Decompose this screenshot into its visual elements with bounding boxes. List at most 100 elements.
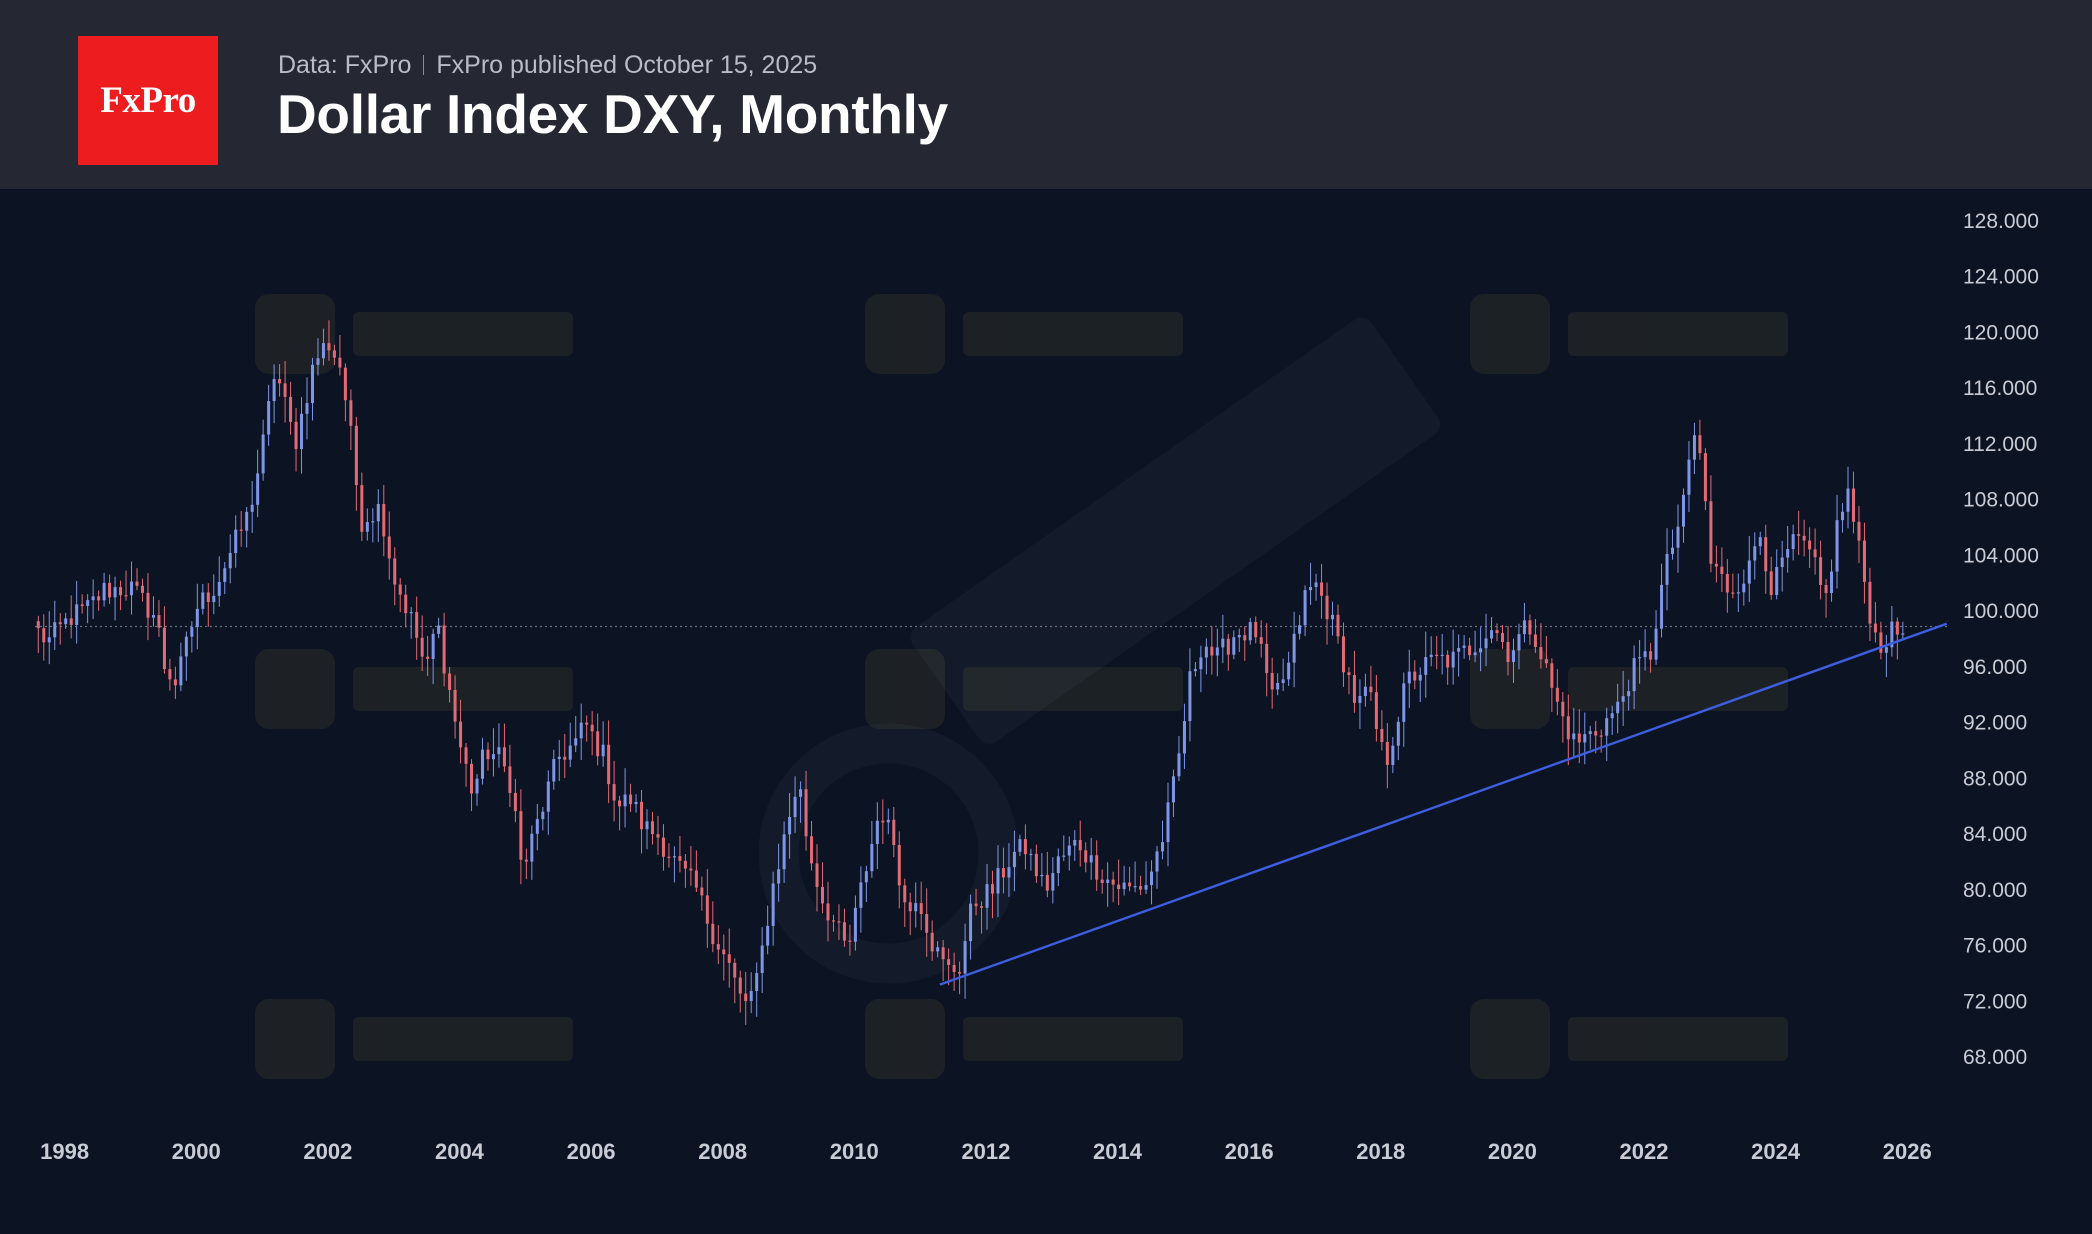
x-tick-label: 2000 [172, 1139, 221, 1164]
candle [190, 621, 194, 653]
candle [1753, 532, 1757, 580]
watermark-mark [255, 294, 573, 374]
candle [1895, 617, 1899, 660]
candle [1144, 861, 1148, 895]
candle [464, 743, 468, 787]
candle [1133, 861, 1137, 893]
candle [733, 958, 737, 1004]
candle [1418, 667, 1422, 702]
candle [1671, 529, 1675, 560]
candle [272, 364, 276, 424]
candle [1555, 669, 1559, 716]
candle [749, 972, 753, 1014]
candle [168, 658, 172, 691]
candle [426, 635, 430, 677]
candle [820, 862, 825, 914]
candle [1281, 658, 1285, 692]
candle [980, 901, 984, 934]
candle [738, 970, 742, 1013]
y-tick-label: 128.000 [1963, 210, 2039, 233]
candle [113, 576, 117, 621]
candle [1089, 837, 1093, 880]
candle [1380, 710, 1384, 751]
y-tick-label: 72.000 [1963, 990, 2027, 1013]
candle [1122, 865, 1126, 896]
candle [437, 617, 441, 639]
candle [1270, 657, 1274, 709]
candle [1303, 585, 1307, 637]
candle [574, 716, 578, 753]
candle [963, 923, 967, 999]
candle [1265, 623, 1269, 697]
y-tick-label: 116.000 [1963, 377, 2037, 400]
y-tick-label: 92.000 [1963, 712, 2027, 735]
candle [1572, 707, 1576, 757]
candle [327, 320, 331, 361]
candle [64, 612, 68, 629]
candle [1528, 614, 1532, 645]
candle [831, 914, 835, 932]
candle [1862, 522, 1866, 604]
candle [996, 845, 1000, 918]
candle [1835, 494, 1839, 589]
candle [448, 666, 452, 703]
candle [1287, 651, 1291, 687]
candle [409, 607, 413, 639]
candle [201, 584, 205, 615]
candle [1797, 510, 1801, 555]
candle [1605, 707, 1609, 761]
candle [711, 901, 715, 953]
candle [793, 776, 797, 833]
candle [1330, 601, 1335, 636]
candle [1155, 845, 1159, 889]
candle [382, 484, 386, 557]
candle [1616, 683, 1620, 734]
candle [1654, 610, 1658, 665]
candle [1632, 645, 1636, 710]
candle [1182, 703, 1186, 769]
candle [1457, 634, 1461, 677]
candle [848, 924, 852, 956]
candle [97, 590, 101, 611]
candle [678, 835, 682, 873]
candle [1643, 629, 1647, 671]
candle [217, 556, 221, 607]
candle [1336, 604, 1340, 644]
candle [1232, 630, 1236, 660]
candle [470, 759, 474, 812]
meta-separator [423, 55, 425, 75]
candle [1111, 871, 1115, 903]
candle [908, 892, 912, 936]
candle [1193, 661, 1197, 677]
candle [491, 728, 495, 777]
candle [810, 821, 814, 871]
candle [1879, 621, 1883, 660]
trendline[interactable] [939, 622, 1948, 986]
candle [1391, 736, 1395, 774]
candle [157, 600, 161, 637]
candle [853, 895, 857, 951]
x-tick-label: 2016 [1225, 1139, 1274, 1164]
candle [1758, 531, 1762, 555]
candle [1468, 637, 1472, 661]
watermark-large [758, 317, 1441, 984]
chart-title: Dollar Index DXY, Monthly [277, 83, 948, 145]
candle [656, 815, 660, 856]
candle [1128, 866, 1132, 892]
price-chart[interactable]: 128.000 124.000 120.000 116.000 112.000 108.0… [0, 189, 2092, 1234]
candle [1363, 673, 1367, 707]
candle [393, 547, 397, 606]
candle [1029, 848, 1033, 871]
candle [261, 419, 265, 481]
chart-area[interactable]: 128.000 124.000 120.000 116.000 112.000 108.0… [0, 189, 2092, 1234]
candle [1095, 840, 1099, 891]
y-tick-label: 100.000 [1963, 600, 2039, 623]
candle [1561, 692, 1565, 743]
candle [338, 334, 342, 376]
candle [1226, 633, 1230, 671]
candle [146, 573, 150, 641]
candle [541, 806, 545, 831]
candle [552, 749, 556, 790]
candle [990, 870, 995, 919]
candle [102, 572, 106, 607]
